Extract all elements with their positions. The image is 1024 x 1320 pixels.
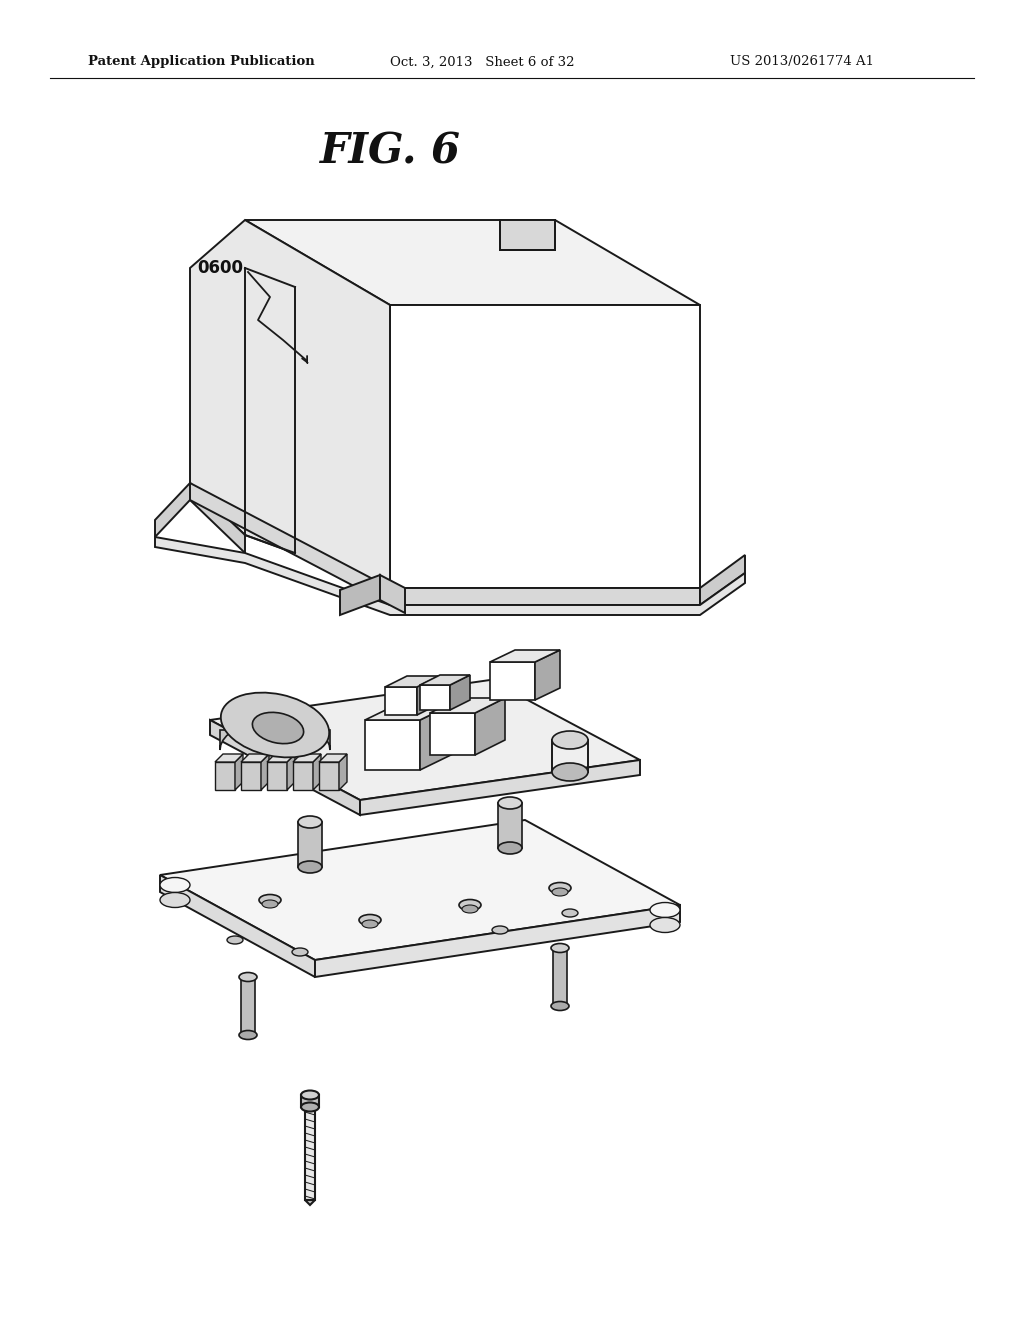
Polygon shape [241, 762, 261, 789]
Ellipse shape [262, 900, 278, 908]
Ellipse shape [498, 842, 522, 854]
Ellipse shape [551, 944, 569, 953]
Polygon shape [220, 721, 330, 750]
Polygon shape [267, 762, 287, 789]
Ellipse shape [650, 917, 680, 932]
Text: Patent Application Publication: Patent Application Publication [88, 55, 314, 69]
Text: 0600: 0600 [197, 259, 243, 277]
Polygon shape [190, 220, 390, 587]
Polygon shape [305, 1200, 315, 1205]
Ellipse shape [362, 920, 378, 928]
Ellipse shape [301, 1102, 319, 1111]
Text: FIG. 6: FIG. 6 [319, 131, 461, 173]
Ellipse shape [292, 948, 308, 956]
Polygon shape [340, 576, 380, 615]
Ellipse shape [160, 878, 190, 892]
Polygon shape [313, 754, 321, 789]
Ellipse shape [551, 1002, 569, 1011]
Polygon shape [215, 754, 243, 762]
Polygon shape [155, 537, 745, 615]
Polygon shape [498, 803, 522, 847]
Polygon shape [293, 762, 313, 789]
Ellipse shape [552, 888, 568, 896]
Text: Oct. 3, 2013   Sheet 6 of 32: Oct. 3, 2013 Sheet 6 of 32 [390, 55, 574, 69]
Polygon shape [420, 675, 470, 685]
Polygon shape [210, 680, 640, 800]
Ellipse shape [259, 895, 281, 906]
Polygon shape [490, 649, 560, 663]
Polygon shape [245, 220, 700, 305]
Ellipse shape [227, 936, 243, 944]
Ellipse shape [239, 973, 257, 982]
Polygon shape [305, 1107, 315, 1200]
Ellipse shape [239, 1031, 257, 1040]
Polygon shape [301, 1096, 319, 1107]
Ellipse shape [359, 915, 381, 925]
Ellipse shape [298, 816, 322, 828]
Polygon shape [160, 820, 680, 960]
Ellipse shape [252, 713, 304, 743]
Polygon shape [155, 483, 245, 553]
Polygon shape [420, 704, 455, 770]
Polygon shape [160, 875, 315, 977]
Polygon shape [210, 719, 360, 814]
Polygon shape [261, 754, 269, 789]
Ellipse shape [221, 693, 329, 758]
Polygon shape [535, 649, 560, 700]
Text: US 2013/0261774 A1: US 2013/0261774 A1 [730, 55, 874, 69]
Ellipse shape [301, 1090, 319, 1100]
Ellipse shape [552, 731, 588, 748]
Polygon shape [450, 675, 470, 710]
Polygon shape [430, 713, 475, 755]
Polygon shape [339, 754, 347, 789]
Polygon shape [417, 676, 439, 715]
Polygon shape [215, 762, 234, 789]
Polygon shape [319, 754, 347, 762]
Ellipse shape [462, 906, 478, 913]
Polygon shape [298, 822, 322, 867]
Polygon shape [500, 220, 555, 249]
Polygon shape [420, 685, 450, 710]
Polygon shape [553, 948, 567, 1006]
Polygon shape [380, 576, 406, 612]
Polygon shape [315, 906, 680, 977]
Polygon shape [360, 760, 640, 814]
Ellipse shape [562, 909, 578, 917]
Polygon shape [234, 754, 243, 789]
Polygon shape [430, 698, 505, 713]
Polygon shape [267, 754, 295, 762]
Ellipse shape [160, 892, 190, 908]
Polygon shape [390, 305, 700, 587]
Polygon shape [475, 698, 505, 755]
Polygon shape [293, 754, 321, 762]
Polygon shape [319, 762, 339, 789]
Ellipse shape [552, 763, 588, 781]
Ellipse shape [459, 899, 481, 911]
Polygon shape [385, 686, 417, 715]
Polygon shape [287, 754, 295, 789]
Ellipse shape [298, 861, 322, 873]
Ellipse shape [549, 883, 571, 894]
Ellipse shape [650, 903, 680, 917]
Ellipse shape [492, 927, 508, 935]
Polygon shape [490, 663, 535, 700]
Polygon shape [700, 554, 745, 605]
Polygon shape [241, 754, 269, 762]
Polygon shape [385, 676, 439, 686]
Polygon shape [190, 483, 700, 605]
Polygon shape [241, 977, 255, 1035]
Polygon shape [365, 704, 455, 719]
Polygon shape [365, 719, 420, 770]
Ellipse shape [498, 797, 522, 809]
